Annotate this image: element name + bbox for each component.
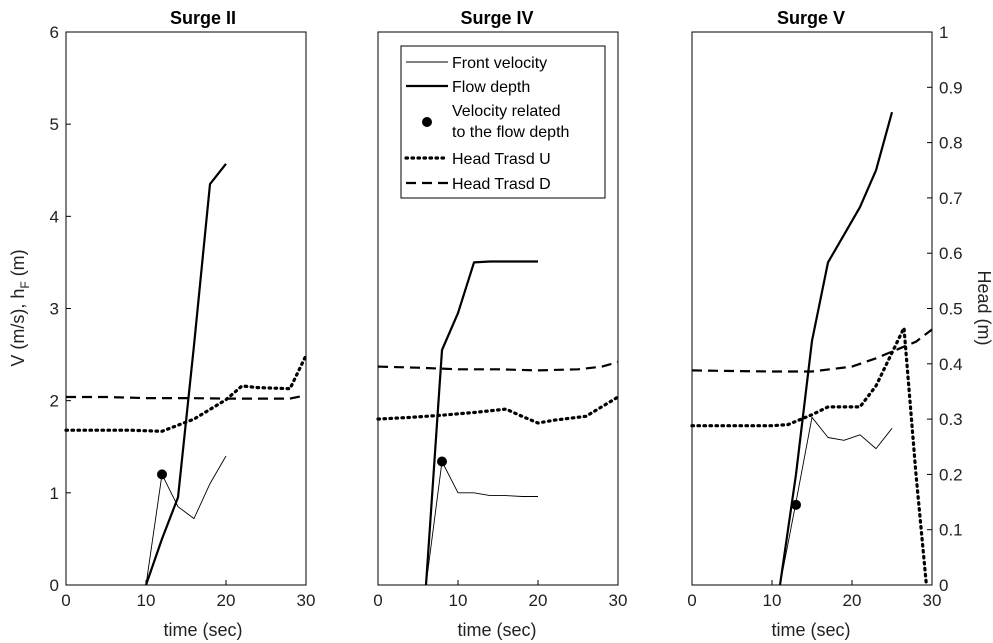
right-y-tick-label: 1 — [939, 23, 948, 42]
x-tick-label: 30 — [297, 591, 316, 610]
x-axis-label-surge-ii: time (sec) — [163, 620, 242, 640]
front-velocity-line-surge-ii — [145, 455, 227, 586]
flow-depth-line-surge-v — [778, 111, 894, 586]
flow-depth-line-surge-iv — [424, 260, 538, 586]
panel-title-surge-v: Surge V — [777, 8, 845, 28]
left-y-tick-label: 6 — [50, 23, 59, 42]
legend-label-velocity-related-line1: Velocity related — [452, 103, 561, 120]
legend-label-velocity-related-line2: to the flow depth — [452, 124, 569, 141]
left-y-axis-label-unit: (m) — [8, 249, 28, 281]
head-u-line-surge-ii — [64, 353, 308, 433]
left-y-tick-label: 5 — [50, 115, 59, 134]
head-d-line-surge-ii — [66, 394, 307, 400]
plot-area-surge-iv: 0 10 20 30 — [373, 31, 628, 610]
right-y-axis-label: Head (m) — [974, 270, 993, 345]
x-tick-label: 0 — [61, 591, 70, 610]
plot-area-surge-ii: 0 10 20 30 0 1 2 3 4 5 6 — [50, 23, 316, 610]
x-tick-label: 30 — [609, 591, 628, 610]
legend-label-flow-depth: Flow depth — [452, 79, 530, 96]
legend-sample-velocity-points — [422, 117, 432, 127]
panel-surge-v: Surge V time (sec) — [771, 8, 850, 640]
panel-title-surge-ii: Surge II — [170, 8, 236, 28]
panel-surge-iv: Surge IV time (sec) — [457, 8, 536, 640]
right-y-tick-label: 0.1 — [939, 521, 963, 540]
x-tick-label: 0 — [373, 591, 382, 610]
right-y-tick-label: 0.4 — [939, 355, 963, 374]
axes-frame-surge-iv — [377, 31, 619, 586]
x-tick-label: 10 — [137, 591, 156, 610]
left-y-tick-label: 4 — [50, 207, 59, 226]
left-y-tick-label: 0 — [50, 576, 59, 595]
head-u-line-surge-iv — [376, 395, 620, 425]
legend-box — [400, 45, 606, 199]
legend-label-head-trasd-d: Head Trasd D — [452, 176, 551, 193]
left-y-axis-label: V (m/s), hF (m) — [8, 249, 32, 366]
velocity-point-surge-ii — [157, 469, 167, 480]
left-y-tick-label: 3 — [50, 300, 59, 319]
right-y-tick-label: 0.8 — [939, 134, 963, 153]
axes-frame-surge-v — [691, 31, 933, 586]
head-d-line-surge-iv — [377, 361, 619, 372]
right-y-tick-label: 0.9 — [939, 78, 963, 97]
legend-label-front-velocity: Front velocity — [452, 55, 547, 72]
panel-surge-ii: Surge II time (sec) — [163, 8, 242, 640]
left-y-tick-label: 2 — [50, 392, 59, 411]
x-tick-label: 20 — [843, 591, 862, 610]
left-y-axis-label-main: V (m/s), h — [8, 289, 28, 367]
axes-frame-surge-ii — [65, 31, 307, 586]
x-tick-label: 20 — [217, 591, 236, 610]
velocity-point-surge-v — [791, 499, 801, 510]
right-y-tick-label: 0.2 — [939, 465, 963, 484]
right-y-tick-label: 0.5 — [939, 300, 963, 319]
x-axis-label-surge-v: time (sec) — [771, 620, 850, 640]
head-u-line-surge-v — [690, 326, 929, 587]
x-tick-label: 20 — [529, 591, 548, 610]
legend-samples — [404, 61, 450, 185]
front-velocity-line-surge-v — [779, 416, 893, 586]
head-d-line-surge-v — [691, 328, 933, 373]
right-y-tick-label: 0.6 — [939, 244, 963, 263]
legend: Front velocity Flow depth Velocity relat… — [400, 45, 606, 199]
front-velocity-line-surge-iv — [425, 461, 538, 586]
x-tick-label: 0 — [687, 591, 696, 610]
legend-label-head-trasd-u: Head Trasd U — [452, 151, 551, 168]
right-y-tick-label: 0 — [939, 576, 948, 595]
flow-depth-line-surge-ii — [144, 163, 227, 586]
right-y-tick-label: 0.7 — [939, 189, 963, 208]
left-y-tick-label: 1 — [50, 484, 59, 503]
panel-title-surge-iv: Surge IV — [460, 8, 533, 28]
x-tick-label: 30 — [923, 591, 942, 610]
velocity-point-surge-iv — [437, 456, 447, 467]
x-tick-label: 10 — [763, 591, 782, 610]
right-y-tick-label: 0.3 — [939, 410, 963, 429]
left-y-axis-label-subscript: F — [18, 281, 32, 288]
x-axis-label-surge-iv: time (sec) — [457, 620, 536, 640]
x-tick-label: 10 — [449, 591, 468, 610]
